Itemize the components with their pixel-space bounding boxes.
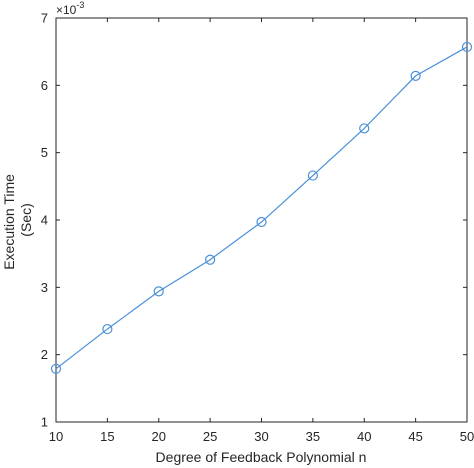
y-axis-ticks: 1 2 3 4 5 6 7: [41, 11, 467, 430]
y-axis-title-line2: (Sec): [18, 203, 34, 236]
y-tick-label: 6: [41, 78, 48, 93]
x-tick-label: 40: [357, 429, 371, 444]
y-axis-title: Execution Time (Sec): [1, 170, 34, 270]
y-axis-title-line1: Execution Time: [1, 174, 17, 270]
x-tick-label: 35: [306, 429, 320, 444]
y-tick-label: 3: [41, 280, 48, 295]
data-point: [153, 286, 164, 297]
y-exponent-base: ×10: [56, 3, 77, 17]
plot-area: [55, 17, 468, 423]
data-point: [256, 216, 267, 228]
y-tick-label: 1: [41, 415, 48, 430]
x-axis-ticks: 10 15 20 25 30 35 40 45 50: [49, 18, 474, 444]
data-point: [102, 323, 113, 335]
x-tick-label: 10: [49, 429, 63, 444]
x-tick-label: 30: [254, 429, 268, 444]
y-tick-label: 5: [41, 145, 48, 160]
y-tick-label: 2: [41, 347, 48, 362]
series-line: [55, 46, 468, 370]
x-axis-title: Degree of Feedback Polynomial n: [156, 449, 367, 465]
data-point: [307, 170, 318, 181]
x-tick-label: 25: [203, 429, 217, 444]
series-group: [50, 41, 473, 374]
y-exponent-power: -3: [76, 0, 84, 10]
y-exponent-label: ×10-3: [56, 0, 84, 17]
y-tick-label: 4: [41, 213, 48, 228]
data-point: [410, 70, 421, 82]
data-point: [359, 123, 370, 134]
x-tick-label: 20: [152, 429, 166, 444]
data-point: [461, 41, 473, 53]
x-tick-label: 50: [460, 429, 474, 444]
data-point: [205, 254, 216, 265]
data-point: [50, 363, 62, 374]
y-tick-label: 7: [41, 11, 48, 26]
x-tick-label: 15: [100, 429, 114, 444]
x-tick-label: 45: [408, 429, 422, 444]
